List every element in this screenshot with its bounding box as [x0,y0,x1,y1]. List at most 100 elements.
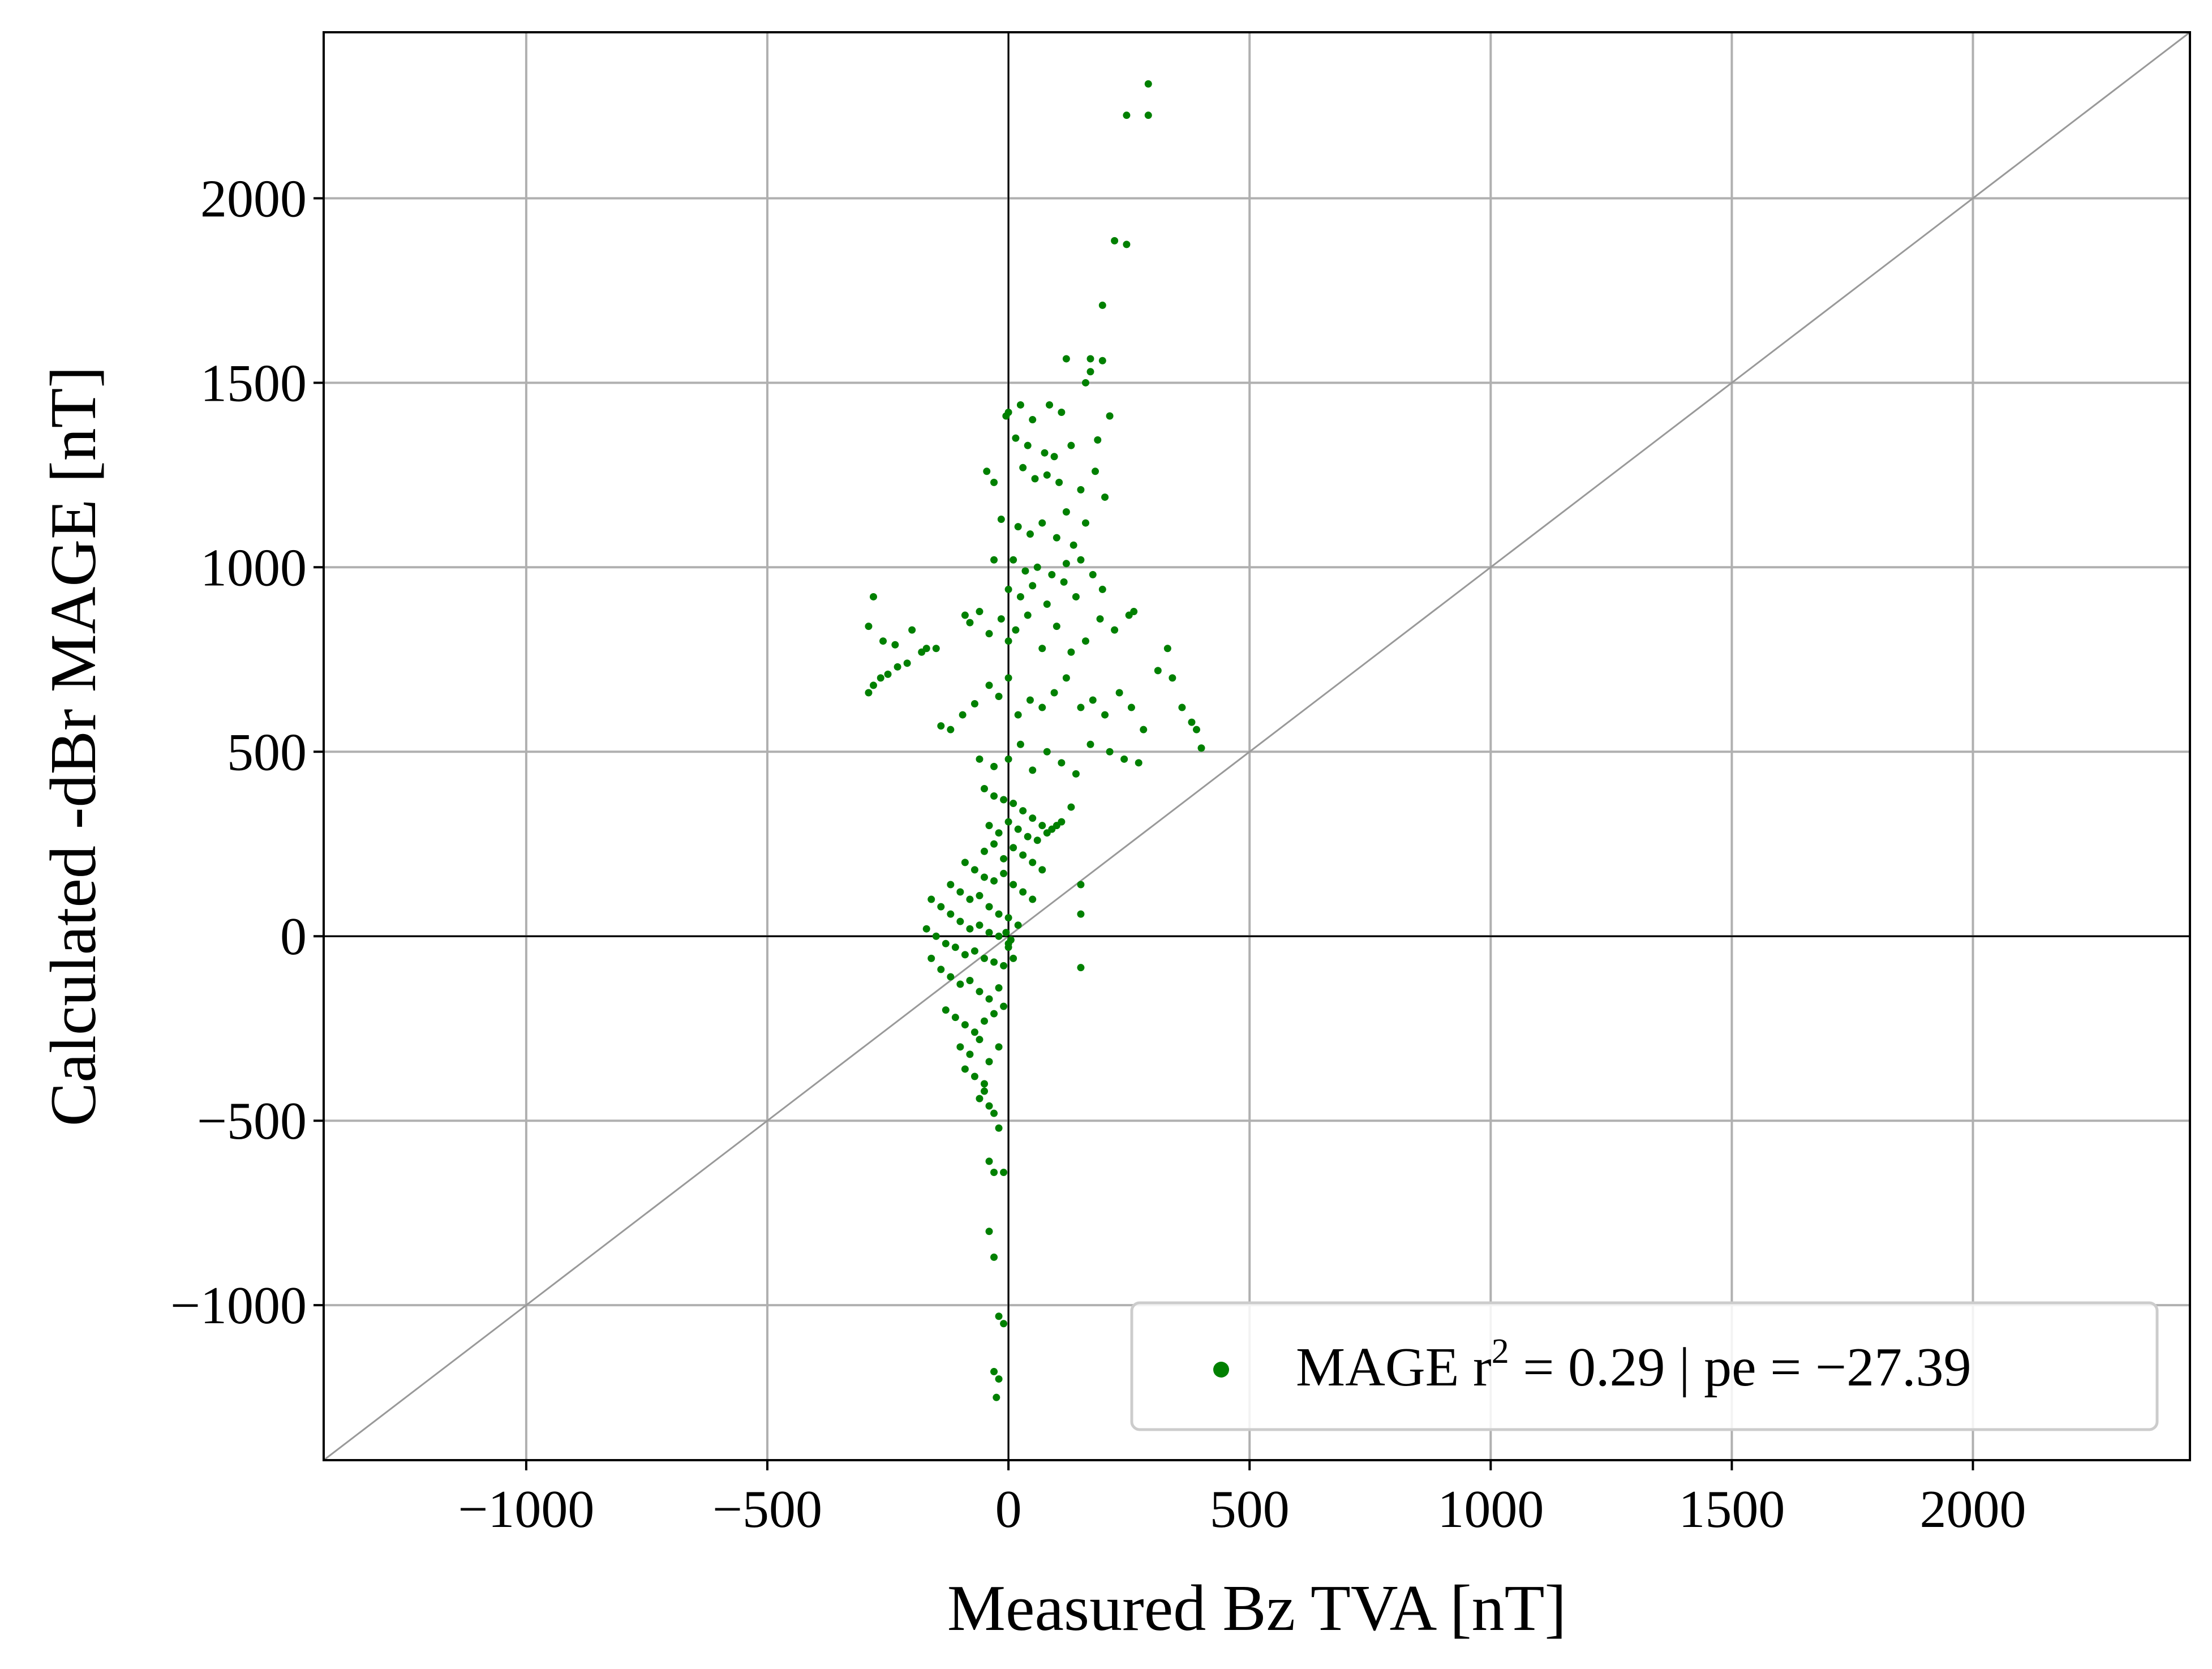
data-point [959,711,967,719]
data-point [985,1102,993,1110]
data-point [985,929,993,937]
data-point [1098,357,1106,364]
legend-label-superscript: 2 [1492,1332,1509,1371]
data-point [908,626,916,634]
x-tick-label: 2000 [1920,1480,2026,1539]
data-point [1123,111,1131,119]
data-point [932,645,940,653]
data-point [1000,1168,1008,1176]
data-point [1000,962,1008,969]
data-point [976,921,983,929]
data-point [1026,696,1034,704]
data-point [1072,770,1080,778]
data-point [961,611,969,619]
data-point [1067,803,1075,811]
data-point [1192,726,1200,733]
data-point [1024,611,1032,619]
data-point [995,829,1003,837]
data-point [1033,836,1041,844]
data-point [947,726,955,733]
data-point [1038,645,1046,653]
data-point [1123,241,1131,248]
data-point [1055,478,1063,486]
data-point [1000,869,1008,877]
x-tick-label: 0 [995,1480,1022,1539]
data-point [1016,740,1024,748]
data-point [1038,519,1046,527]
data-point [1010,954,1017,962]
data-point [970,1072,978,1080]
data-point [981,1017,989,1025]
plot-frame [323,31,2191,1461]
data-point [1029,859,1037,866]
data-point [1000,1002,1008,1010]
data-point [956,917,964,925]
y-tick-label: −1000 [170,1276,307,1335]
data-point [1029,814,1037,822]
data-point [1072,593,1080,600]
x-tick-label: 500 [1210,1480,1290,1539]
data-point [990,556,998,564]
data-point [1111,237,1119,244]
data-point [951,943,959,951]
data-point [1029,416,1037,424]
data-point [865,623,873,630]
data-point [1101,711,1109,719]
data-point [1038,822,1046,830]
data-point [961,951,969,959]
y-axis-ticks: −1000 −500 0 500 1000 1500 2000 [170,169,324,1335]
data-point [1048,570,1056,578]
data-point [1098,301,1106,309]
data-point [1000,1320,1008,1328]
data-point [1058,408,1066,416]
data-point [1010,844,1017,852]
data-point [1043,471,1051,479]
data-point [966,619,974,627]
data-point [956,888,964,896]
data-point [1178,703,1186,711]
data-point [1010,800,1017,808]
data-point [870,593,878,600]
data-point [1019,807,1027,815]
data-point [1053,623,1060,630]
legend-label-prefix: MAGE r [1296,1337,1492,1398]
data-point [985,903,993,911]
data-point [937,903,945,911]
data-point [918,648,926,656]
data-point [922,925,930,933]
data-point [990,762,998,770]
data-point [990,1368,998,1376]
data-point [1004,637,1012,645]
data-point [1067,441,1075,449]
data-point [1014,523,1022,531]
data-point [1101,493,1109,501]
data-point [985,1058,993,1066]
data-point [1077,881,1085,889]
data-point [1144,80,1152,88]
data-point [1127,703,1135,711]
data-point [990,1168,998,1176]
data-point [976,1095,983,1102]
reference-lines [323,31,2190,1461]
data-point [1077,910,1085,918]
data-point [1026,530,1034,538]
data-point [956,1043,964,1051]
data-point [937,722,945,730]
data-point [1004,408,1012,416]
data-point [985,1157,993,1165]
data-point [981,1087,989,1095]
data-points [865,80,1205,1401]
data-point [966,895,974,903]
y-tick-label: 0 [280,907,307,966]
data-point [1070,541,1077,549]
data-point [1038,703,1046,711]
y-tick-label: 500 [227,723,307,782]
legend-label: MAGE r2 = 0.29 | pe = −27.39 [1296,1332,1972,1398]
data-point [1130,608,1138,616]
data-point [884,670,892,678]
data-point [1043,600,1051,608]
data-point [1086,355,1094,363]
data-point [981,847,989,855]
data-point [1120,755,1128,763]
data-point [970,947,978,955]
